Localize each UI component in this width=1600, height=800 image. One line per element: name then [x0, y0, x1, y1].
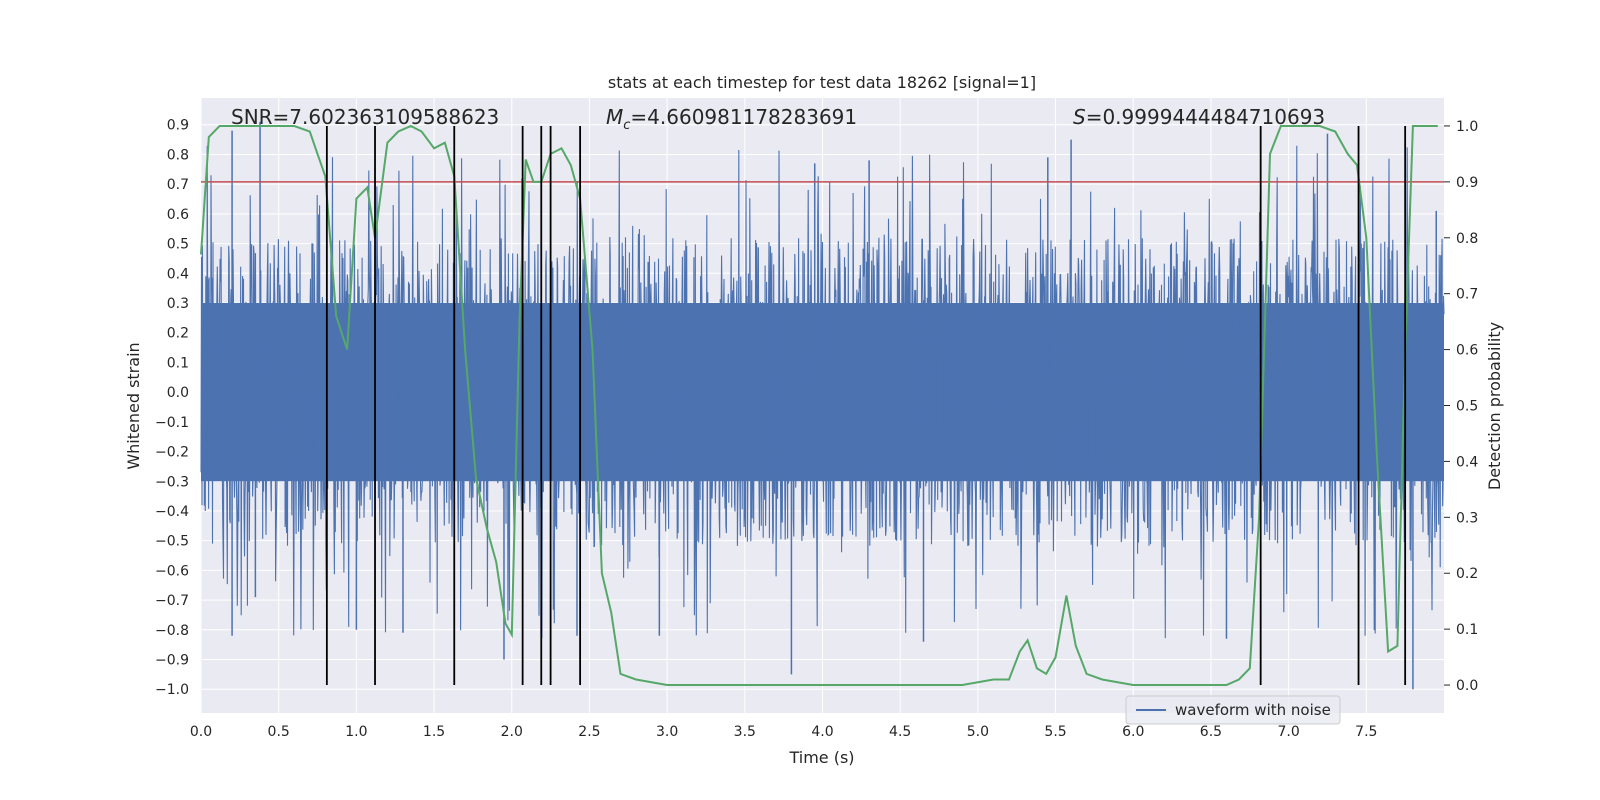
- significance-value: =0.9999444484710693: [1086, 105, 1325, 129]
- chirp-mass-symbol: M: [606, 105, 623, 129]
- y-right-axis-ticks: 1.0 0.9 0.8 0.7 0.6 0.5 0.4 0.3 0.2 0.1 0.0: [1444, 119, 1478, 694]
- y-tick-label: −0.8: [155, 623, 189, 639]
- y-tick-label: 0.9: [167, 118, 189, 134]
- chirp-mass-subscript: c: [623, 118, 630, 133]
- y-right-tick-label: 0.7: [1456, 287, 1478, 303]
- y-right-tick-label: 0.5: [1456, 399, 1478, 415]
- waveform-line: [200, 145, 1445, 639]
- y-right-tick-label: 0.4: [1456, 454, 1478, 470]
- y-tick-label: −0.9: [155, 653, 189, 669]
- y-tick-label: 0.0: [167, 385, 189, 401]
- y-tick-label: 0.6: [167, 207, 189, 223]
- x-tick-label: 2.5: [578, 724, 600, 740]
- y-tick-label: 0.8: [167, 147, 189, 163]
- y-right-tick-label: 0.8: [1456, 231, 1478, 247]
- x-tick-label: 5.5: [1044, 724, 1066, 740]
- x-tick-label: 2.0: [501, 724, 523, 740]
- y-tick-label: −0.2: [155, 445, 189, 461]
- snr-annotation: SNR=7.602363109588623: [231, 105, 499, 129]
- y-tick-label: −0.1: [155, 415, 189, 431]
- y-tick-label: −1.0: [155, 682, 189, 698]
- x-tick-label: 1.0: [345, 724, 367, 740]
- y-right-tick-label: 0.1: [1456, 622, 1478, 638]
- x-tick-label: 7.0: [1277, 724, 1299, 740]
- x-tick-label: 1.5: [423, 724, 445, 740]
- y-axis-ticks: 0.9 0.8 0.7 0.6 0.5 0.4 0.3 0.2 0.1 0.0 −0.1 −0.2 −0…: [155, 118, 189, 698]
- x-tick-label: 6.0: [1122, 724, 1144, 740]
- x-tick-label: 4.0: [811, 724, 833, 740]
- y-tick-label: −0.6: [155, 563, 189, 579]
- chirp-mass-value: =4.660981178283691: [630, 105, 857, 129]
- x-tick-label: 0.0: [190, 724, 212, 740]
- y-tick-label: 0.5: [167, 237, 189, 253]
- legend-box: [1125, 695, 1341, 725]
- y-right-tick-label: 0.2: [1456, 566, 1478, 582]
- y-tick-label: 0.1: [167, 355, 189, 371]
- y-right-tick-label: 0.3: [1456, 510, 1478, 526]
- y-right-tick-label: 1.0: [1456, 119, 1478, 135]
- waveform-series: [200, 121, 1445, 690]
- x-tick-label: 6.5: [1200, 724, 1222, 740]
- y-right-tick-label: 0.6: [1456, 343, 1478, 359]
- x-tick-label: 5.0: [967, 724, 989, 740]
- detection-probability-series: [200, 124, 1438, 686]
- significance-symbol: S: [1073, 105, 1086, 129]
- event-lines: [325, 125, 1407, 686]
- y-right-tick-label: 0.0: [1456, 678, 1478, 694]
- chirp-mass-annotation: Mc=4.660981178283691: [606, 105, 857, 133]
- x-tick-label: 0.5: [268, 724, 290, 740]
- legend-label: waveform with noise: [1175, 701, 1331, 719]
- chart-title: stats at each timestep for test data 182…: [608, 73, 1036, 92]
- y-tick-label: 0.7: [167, 177, 189, 193]
- y-tick-label: 0.3: [167, 296, 189, 312]
- x-tick-label: 7.5: [1355, 724, 1377, 740]
- y-right-axis-label: Detection probability: [1485, 322, 1504, 490]
- x-tick-label: 3.5: [734, 724, 756, 740]
- detection-probability-line: [200, 124, 1438, 686]
- y-tick-label: −0.7: [155, 593, 189, 609]
- y-tick-label: −0.3: [155, 474, 189, 490]
- x-tick-label: 4.5: [889, 724, 911, 740]
- y-tick-label: 0.4: [167, 266, 189, 282]
- x-axis-label: Time (s): [788, 748, 854, 767]
- y-tick-label: 0.2: [167, 326, 189, 342]
- y-tick-label: −0.4: [155, 504, 189, 520]
- legend: waveform with noise: [1125, 695, 1341, 725]
- x-axis-ticks: 0.0 0.5 1.0 1.5 2.0 2.5 3.0 3.5 4.0 4.5 5.0 5.5 6.0 6…: [190, 724, 1378, 740]
- y-right-tick-label: 0.9: [1456, 175, 1478, 191]
- y-axis-label: Whitened strain: [124, 342, 143, 469]
- significance-annotation: S=0.9999444484710693: [1073, 105, 1325, 129]
- y-tick-label: −0.5: [155, 534, 189, 550]
- x-tick-label: 3.0: [656, 724, 678, 740]
